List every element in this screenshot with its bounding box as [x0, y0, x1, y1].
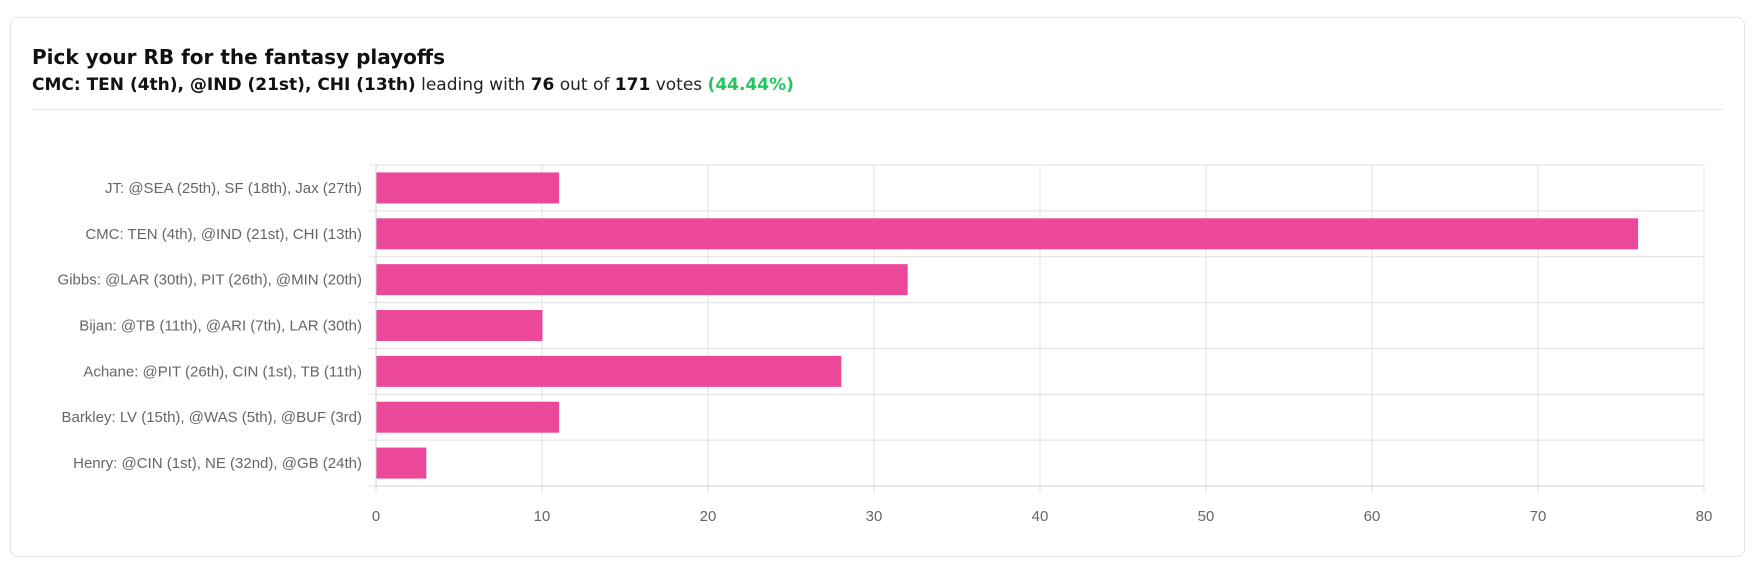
- votes-text: votes: [655, 75, 703, 95]
- category-label: Gibbs: @LAR (30th), PIT (26th), @MIN (20…: [58, 272, 362, 289]
- bar: [376, 218, 1639, 250]
- leader-percent: (44.44%): [707, 75, 794, 95]
- x-tick-label: 50: [1198, 508, 1215, 525]
- bar: [376, 401, 560, 433]
- bar: [376, 310, 543, 341]
- out-of-text: out of: [559, 75, 610, 95]
- leader-name: CMC: TEN (4th), @IND (21st), CHI (13th): [32, 75, 416, 95]
- x-tick-label: 40: [1032, 508, 1049, 525]
- x-tick-label: 60: [1364, 508, 1381, 525]
- category-label: JT: @SEA (25th), SF (18th), Jax (27th): [105, 180, 362, 197]
- category-label: CMC: TEN (4th), @IND (21st), CHI (13th): [85, 226, 362, 243]
- poll-header: Pick your RB for the fantasy playoffs CM…: [32, 44, 1723, 97]
- bar: [376, 264, 908, 296]
- category-label: Achane: @PIT (26th), CIN (1st), TB (11th…: [83, 363, 362, 380]
- x-tick-label: 10: [534, 508, 551, 525]
- bar: [376, 355, 842, 387]
- leading-text: leading with: [421, 75, 526, 95]
- poll-title: Pick your RB for the fantasy playoffs: [32, 45, 446, 69]
- category-label: Bijan: @TB (11th), @ARI (7th), LAR (30th…: [79, 318, 362, 335]
- x-tick-label: 70: [1530, 508, 1547, 525]
- x-tick-label: 0: [372, 508, 380, 525]
- bar: [376, 447, 427, 479]
- poll-summary: CMC: TEN (4th), @IND (21st), CHI (13th) …: [32, 73, 1723, 97]
- x-tick-label: 80: [1696, 508, 1713, 525]
- leader-votes: 76: [530, 75, 555, 95]
- total-votes: 171: [614, 75, 651, 95]
- category-label: Barkley: LV (15th), @WAS (5th), @BUF (3r…: [61, 409, 362, 426]
- poll-card: Pick your RB for the fantasy playoffs CM…: [10, 17, 1745, 557]
- category-label: Henry: @CIN (1st), NE (32nd), @GB (24th): [73, 455, 362, 472]
- x-tick-label: 20: [700, 508, 717, 525]
- bar: [376, 172, 560, 204]
- x-tick-label: 30: [866, 508, 883, 525]
- header-divider: [32, 109, 1723, 110]
